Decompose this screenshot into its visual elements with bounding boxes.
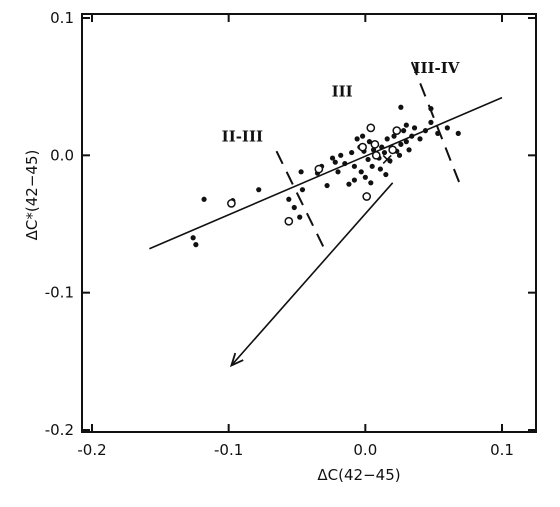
open-point — [366, 123, 376, 133]
arrow-line — [230, 182, 394, 366]
filled-point — [324, 182, 330, 189]
open-point — [284, 216, 294, 226]
filled-point — [379, 144, 385, 150]
y-tick-label: -0.1 — [45, 284, 74, 302]
cross-point — [382, 154, 392, 165]
filled-point — [365, 156, 371, 163]
filled-point — [387, 158, 393, 164]
open-point — [227, 199, 236, 208]
annotation-lines — [149, 61, 503, 368]
y-tick-label: 0.1 — [50, 9, 74, 27]
filled-point — [291, 204, 297, 211]
filled-point — [349, 149, 355, 156]
open-point — [371, 150, 381, 160]
boundary-line — [275, 150, 326, 250]
filled-point — [396, 152, 403, 158]
filled-point — [346, 181, 352, 187]
filled-point — [406, 147, 412, 153]
filled-point — [409, 133, 415, 139]
filled-point — [286, 196, 292, 202]
open-point — [362, 192, 372, 201]
filled-point — [428, 119, 434, 125]
filled-point — [299, 187, 306, 193]
y-tick-label: 0.0 — [50, 146, 74, 164]
filled-point — [398, 141, 404, 147]
filled-point — [201, 196, 207, 202]
x-tick-label: -0.2 — [77, 441, 106, 459]
y-tick-label: -0.2 — [45, 421, 74, 439]
open-point — [314, 164, 324, 174]
x-axis-label: ΔC(42−45) — [317, 466, 400, 484]
filled-point — [360, 133, 366, 139]
filled-point — [403, 139, 409, 145]
filled-point — [377, 166, 383, 172]
filled-point — [342, 160, 348, 167]
open-point — [388, 145, 398, 155]
filled-point — [422, 128, 429, 134]
filled-point — [384, 136, 390, 142]
filled-point — [383, 171, 389, 178]
filled-point — [256, 187, 262, 193]
filled-point — [417, 136, 423, 142]
filled-point — [369, 163, 375, 169]
filled-point — [366, 139, 373, 145]
data-points — [190, 104, 461, 248]
filled-point — [351, 163, 357, 169]
region-label: III — [332, 82, 353, 100]
x-tick-label: 0.1 — [490, 441, 514, 459]
filled-point — [329, 155, 336, 161]
arrow-head — [229, 352, 244, 368]
open-point — [370, 139, 380, 149]
open-point — [392, 126, 402, 135]
filled-point — [297, 214, 303, 220]
region-annotations: II-III III-IV III — [222, 59, 460, 146]
filled-point — [381, 149, 388, 156]
filled-point — [335, 169, 341, 175]
tick-labels: -0.2 -0.1 0.0 0.1 0.1 0.0 -0.1 -0.2 — [45, 9, 514, 459]
filled-point — [428, 106, 434, 112]
boundary-label: II-III — [222, 128, 263, 146]
filled-point — [358, 169, 364, 175]
x-tick-label: 0.0 — [353, 441, 377, 459]
filled-point — [403, 122, 409, 128]
filled-point — [435, 130, 441, 136]
plot-frame — [81, 13, 537, 433]
x-tick-label: -0.1 — [214, 441, 243, 459]
fit-line — [149, 96, 503, 250]
filled-point — [190, 235, 196, 241]
filled-point — [401, 128, 407, 134]
boundary-label: III-IV — [413, 59, 459, 77]
filled-point — [351, 177, 357, 183]
boundary-line — [410, 61, 462, 188]
y-axis-label: ΔC*(42−45) — [23, 150, 41, 241]
open-point — [358, 142, 367, 152]
filled-point — [398, 104, 404, 110]
filled-point — [298, 169, 304, 175]
filled-point — [368, 180, 374, 186]
filled-point — [332, 159, 338, 165]
filled-point — [455, 130, 461, 136]
filled-point — [444, 125, 450, 131]
filled-point — [411, 125, 418, 131]
axis-ticks — [82, 14, 536, 432]
filled-point — [193, 242, 199, 248]
filled-point — [338, 152, 344, 158]
filled-point — [391, 133, 397, 139]
filled-point — [354, 136, 360, 142]
filled-point — [362, 174, 368, 180]
